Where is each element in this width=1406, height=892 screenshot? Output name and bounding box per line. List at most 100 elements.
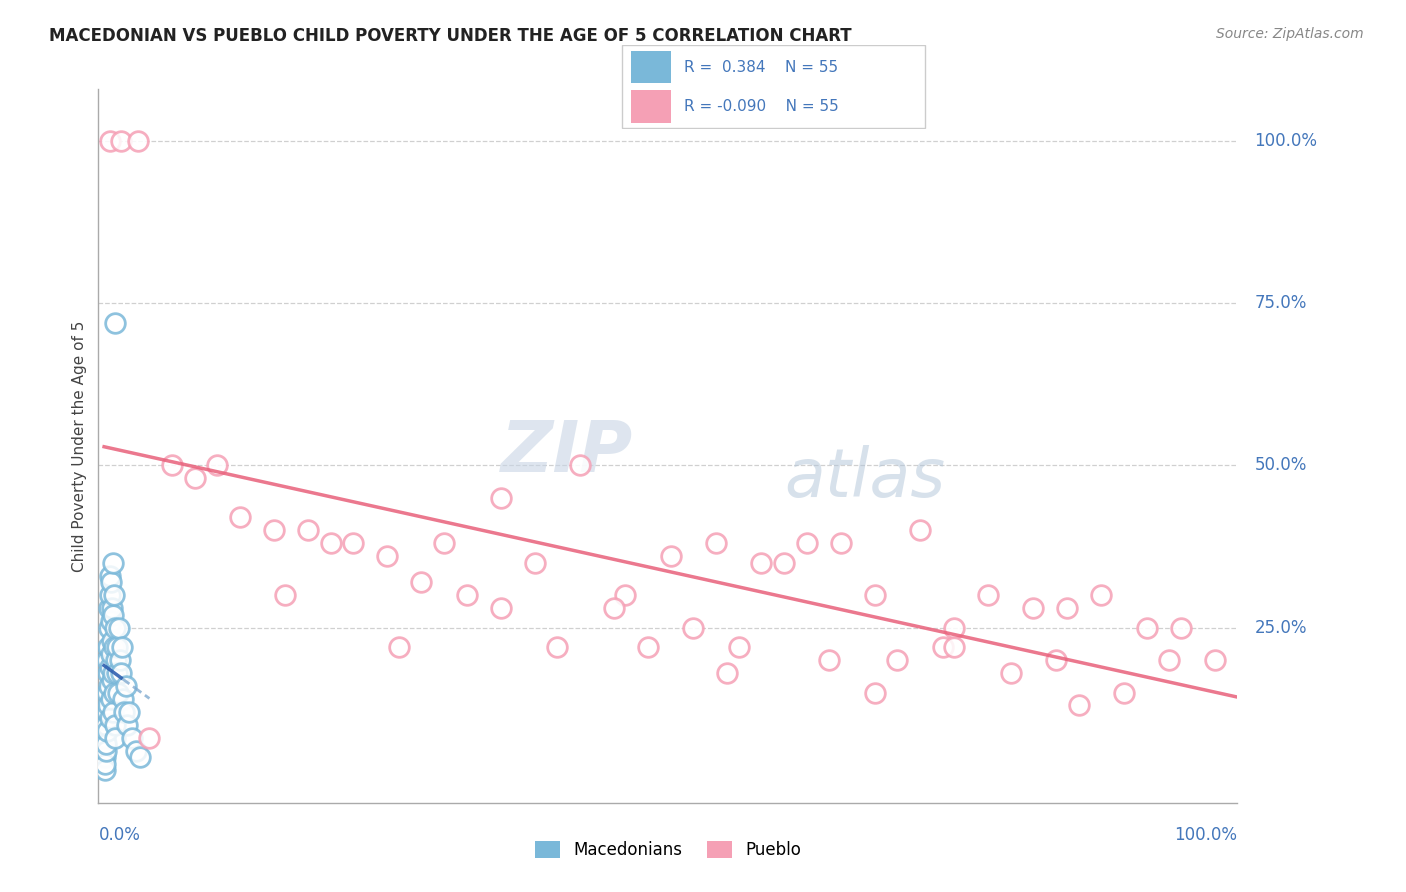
Point — [97, 640, 120, 654]
Point — [716, 666, 738, 681]
Point — [112, 692, 135, 706]
Point — [319, 536, 342, 550]
Point — [93, 750, 115, 764]
Point — [94, 764, 117, 778]
Point — [908, 524, 931, 538]
Point — [101, 673, 124, 687]
Point — [682, 621, 704, 635]
Point — [94, 756, 117, 771]
Point — [433, 536, 456, 550]
Text: atlas: atlas — [785, 445, 945, 511]
Point — [103, 718, 125, 732]
Point — [523, 556, 546, 570]
Point — [96, 724, 118, 739]
Point — [342, 536, 364, 550]
Point — [98, 134, 121, 148]
Point — [1159, 653, 1181, 667]
Point — [659, 549, 682, 564]
Point — [637, 640, 659, 654]
Point — [100, 692, 122, 706]
Point — [489, 491, 512, 505]
Point — [263, 524, 285, 538]
Point — [456, 588, 478, 602]
Point — [569, 458, 592, 473]
Text: R =  0.384    N = 55: R = 0.384 N = 55 — [683, 60, 838, 75]
Text: 100.0%: 100.0% — [1254, 132, 1317, 150]
Point — [546, 640, 568, 654]
Point — [101, 556, 124, 570]
Text: 100.0%: 100.0% — [1174, 825, 1237, 844]
Point — [943, 640, 966, 654]
Text: R = -0.090    N = 55: R = -0.090 N = 55 — [683, 99, 838, 114]
Point — [614, 588, 637, 602]
Point — [97, 698, 120, 713]
Point — [100, 575, 122, 590]
Text: 75.0%: 75.0% — [1254, 294, 1306, 312]
Text: ZIP: ZIP — [501, 418, 633, 487]
Point — [773, 556, 796, 570]
Point — [229, 510, 252, 524]
Point — [818, 653, 841, 667]
Point — [489, 601, 512, 615]
Point — [108, 653, 131, 667]
Point — [98, 588, 121, 602]
Point — [297, 524, 319, 538]
Point — [863, 685, 886, 699]
Text: 25.0%: 25.0% — [1254, 619, 1306, 637]
Point — [1204, 653, 1226, 667]
Point — [96, 653, 118, 667]
Point — [100, 647, 122, 661]
Point — [94, 731, 117, 745]
Point — [98, 659, 121, 673]
Point — [111, 640, 134, 654]
Point — [184, 471, 207, 485]
Point — [1136, 621, 1159, 635]
Bar — [631, 90, 671, 122]
Point — [100, 614, 122, 628]
Point — [388, 640, 411, 654]
Bar — [631, 51, 671, 83]
Point — [107, 685, 129, 699]
Point — [1112, 685, 1135, 699]
Text: Source: ZipAtlas.com: Source: ZipAtlas.com — [1216, 27, 1364, 41]
Point — [977, 588, 1000, 602]
Point — [98, 711, 121, 725]
Point — [94, 744, 117, 758]
Point — [110, 134, 132, 148]
Point — [830, 536, 852, 550]
Point — [943, 621, 966, 635]
Point — [103, 588, 125, 602]
Text: 0.0%: 0.0% — [98, 825, 141, 844]
Point — [105, 640, 128, 654]
Point — [97, 679, 120, 693]
Point — [125, 744, 148, 758]
Point — [127, 134, 149, 148]
Point — [96, 685, 118, 699]
Point — [103, 666, 125, 681]
Point — [411, 575, 433, 590]
Point — [105, 666, 128, 681]
Point — [98, 568, 121, 582]
Point — [1056, 601, 1078, 615]
Point — [1000, 666, 1022, 681]
Point — [1022, 601, 1045, 615]
Point — [104, 653, 127, 667]
Point — [98, 601, 121, 615]
Point — [603, 601, 626, 615]
Y-axis label: Child Poverty Under the Age of 5: Child Poverty Under the Age of 5 — [72, 320, 87, 572]
Point — [129, 750, 152, 764]
Point — [931, 640, 953, 654]
FancyBboxPatch shape — [621, 45, 925, 128]
Text: 50.0%: 50.0% — [1254, 457, 1306, 475]
Point — [1045, 653, 1067, 667]
Point — [115, 718, 138, 732]
Point — [97, 621, 120, 635]
Legend: Macedonians, Pueblo: Macedonians, Pueblo — [527, 834, 808, 866]
Point — [207, 458, 229, 473]
Point — [1067, 698, 1090, 713]
Point — [96, 738, 118, 752]
Point — [796, 536, 818, 550]
Point — [104, 316, 127, 330]
Point — [94, 718, 117, 732]
Point — [863, 588, 886, 602]
